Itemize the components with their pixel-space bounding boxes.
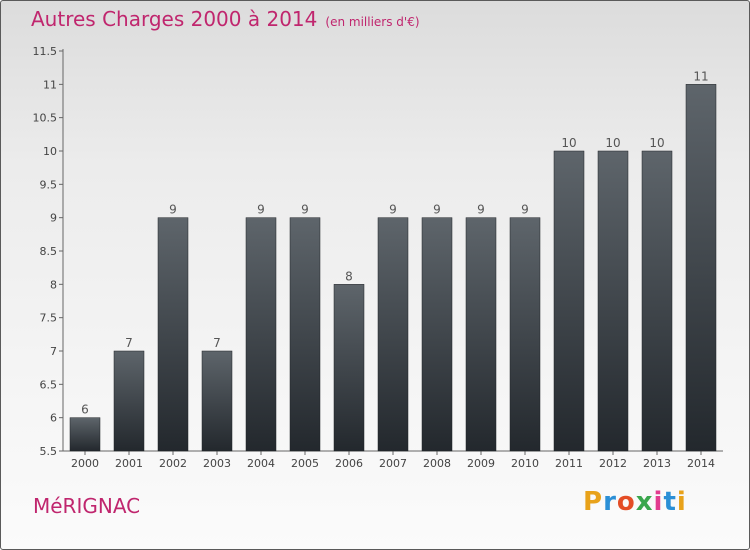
bar-value-label: 9: [169, 203, 177, 217]
bar: [113, 350, 145, 452]
bar: [245, 217, 277, 452]
bar: [641, 150, 673, 452]
y-tick-label: 11.5: [33, 45, 58, 58]
bar-value-label: 8: [345, 269, 353, 283]
x-tick-label: 2005: [291, 457, 319, 470]
bar: [157, 217, 189, 452]
x-tick-label: 2003: [203, 457, 231, 470]
bar-value-label: 7: [125, 336, 133, 350]
location-label: MéRIGNAC: [33, 494, 141, 518]
bar: [377, 217, 409, 452]
y-tick-label: 6: [50, 412, 57, 425]
x-tick-label: 2014: [687, 457, 715, 470]
bar-value-label: 9: [477, 203, 485, 217]
y-tick-label: 9: [50, 212, 57, 225]
logo-letter: P: [583, 487, 604, 517]
x-axis: 2000 2001 2002 2003 2004 2005 2006 2007 2008 2009…: [63, 450, 723, 470]
bar: [289, 217, 321, 452]
chart-title-text: Autres Charges 2000 à 2014: [31, 7, 318, 31]
bar-value-label: 9: [521, 203, 529, 217]
logo-letter: i: [676, 487, 687, 517]
x-tick-label: 2007: [379, 457, 407, 470]
bar: [685, 84, 717, 452]
bar: [597, 150, 629, 452]
x-tick-label: 2012: [599, 457, 627, 470]
bar: [69, 417, 101, 452]
bar-value-label: 11: [693, 69, 708, 83]
proxiti-logo: Proxiti: [583, 487, 687, 517]
y-axis: 5.5 6 6.5 7 7.5 8 8.5 9 9.5 10 10.5 11 11.5: [33, 45, 64, 458]
x-tick-label: 2009: [467, 457, 495, 470]
y-tick-label: 9.5: [40, 178, 58, 191]
bar-value-label: 9: [433, 203, 441, 217]
x-tick-label: 2002: [159, 457, 187, 470]
x-tick-label: 2004: [247, 457, 275, 470]
y-tick-label: 10.5: [33, 112, 58, 125]
bar: [333, 284, 365, 452]
y-tick-label: 8.5: [40, 245, 58, 258]
bars: 6 7 9 7 9 9 8 9 9 9 9 10 10 10 11: [69, 69, 717, 452]
y-tick-label: 11: [43, 78, 57, 91]
bar-value-label: 9: [257, 203, 265, 217]
y-tick-label: 8: [50, 278, 57, 291]
logo-letter: r: [603, 487, 617, 517]
bar: [201, 350, 233, 452]
x-tick-label: 2008: [423, 457, 451, 470]
x-tick-label: 2006: [335, 457, 363, 470]
bar-value-label: 7: [213, 336, 221, 350]
bar: [421, 217, 453, 452]
y-tick-label: 6.5: [40, 378, 58, 391]
x-tick-label: 2010: [511, 457, 539, 470]
bar-value-label: 6: [81, 403, 89, 417]
logo-letter: o: [616, 487, 636, 517]
bar: [553, 150, 585, 452]
bar-value-label: 9: [389, 203, 397, 217]
x-tick-label: 2013: [643, 457, 671, 470]
bar-value-label: 10: [605, 136, 620, 150]
y-tick-label: 5.5: [40, 445, 58, 458]
x-tick-label: 2000: [71, 457, 99, 470]
x-tick-label: 2001: [115, 457, 143, 470]
logo-letter: i: [653, 487, 664, 517]
chart-title: Autres Charges 2000 à 2014 (en milliers d…: [31, 7, 420, 31]
bar-value-label: 10: [649, 136, 664, 150]
y-tick-label: 7: [50, 345, 57, 358]
logo-letter: t: [663, 487, 677, 517]
bar: [465, 217, 497, 452]
y-tick-label: 7.5: [40, 312, 58, 325]
bar-value-label: 10: [561, 136, 576, 150]
bar: [509, 217, 541, 452]
x-tick-label: 2011: [555, 457, 583, 470]
bar-value-label: 9: [301, 203, 309, 217]
y-tick-label: 10: [43, 145, 57, 158]
chart-subtitle: (en milliers d'€): [325, 15, 420, 29]
logo-letter: x: [635, 487, 654, 517]
